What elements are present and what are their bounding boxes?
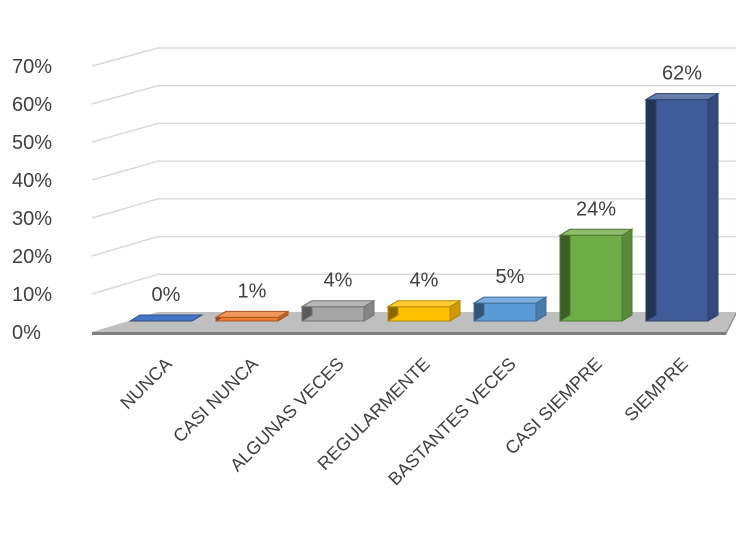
gridline-side <box>91 198 159 219</box>
y-tick-label: 30% <box>12 208 52 230</box>
gridlines <box>91 47 736 295</box>
gridline-side <box>91 273 159 295</box>
x-tick-label: CASI NUNCA <box>169 354 262 447</box>
data-label: 24% <box>576 198 616 220</box>
y-tick-label: 20% <box>12 246 52 268</box>
y-tick-label: 60% <box>12 94 52 116</box>
bar-right-side <box>621 228 633 322</box>
x-tick-label: SIEMPRE <box>620 354 691 425</box>
gridline-side <box>91 47 159 67</box>
gridline-side <box>91 84 159 105</box>
data-labels: 0% 1% 4% 4% 5% 24% 62% <box>152 63 703 306</box>
bar-side <box>559 228 571 322</box>
x-tick-label: NUNCA <box>116 354 175 413</box>
floor-side <box>726 312 736 335</box>
y-tick-label: 50% <box>12 132 52 154</box>
bar-7 <box>644 92 720 322</box>
bars <box>128 92 720 322</box>
y-tick-label: 40% <box>12 170 52 192</box>
bar-side <box>645 92 657 322</box>
floor-edge <box>92 332 726 335</box>
bar-3 <box>300 299 376 322</box>
y-axis-ticks: 0% 10% 20% 30% 40% 50% 60% 70% <box>12 56 52 344</box>
bar-2 <box>214 310 290 322</box>
y-tick-label: 70% <box>12 56 52 78</box>
bar-right-side <box>707 92 719 322</box>
data-label: 1% <box>238 280 267 302</box>
y-tick-label: 10% <box>12 284 52 306</box>
data-label: 62% <box>662 63 702 85</box>
data-label: 0% <box>152 284 181 306</box>
data-label: 5% <box>496 266 525 288</box>
bar-6 <box>558 228 634 322</box>
bar-1 <box>128 314 204 322</box>
bar-top <box>558 228 634 236</box>
bar-top <box>644 93 720 101</box>
gridline-side <box>91 122 159 143</box>
bar-top <box>128 314 204 322</box>
bar-top <box>472 296 548 304</box>
data-label: 4% <box>324 270 353 292</box>
bar-4 <box>386 299 462 322</box>
y-tick-label: 0% <box>12 322 41 344</box>
bar-front <box>215 316 279 322</box>
gridline-side <box>91 160 159 181</box>
bar-top <box>386 300 462 308</box>
gridline-side <box>91 235 159 257</box>
data-label: 4% <box>410 270 439 292</box>
bar-5 <box>472 296 548 322</box>
bar-top <box>300 300 376 308</box>
bar-top <box>214 310 290 318</box>
